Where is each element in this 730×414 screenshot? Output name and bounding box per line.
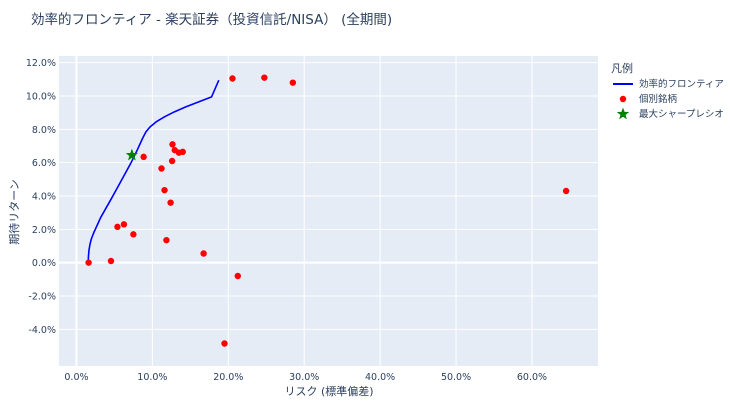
stock-point [200,250,207,257]
stock-point [261,74,268,81]
stock-point [229,75,236,82]
stock-point [161,186,168,194]
stock-point [234,272,241,280]
y-tick-label: -4.0% [28,325,56,336]
stock-point [221,340,228,347]
stock-point [85,259,92,266]
stock-point [163,236,170,244]
chart-title: 効率的フロンティア - 楽天証券（投資信託/NISA） (全期間) [31,11,392,28]
stock-point [107,257,115,265]
x-tick-label: 0.0% [64,372,88,383]
stock-point [140,153,147,161]
y-tick-label: 2.0% [32,225,56,236]
stock-point [169,141,176,148]
y-axis-title: 期待リターン [7,179,21,244]
y-tick-label: -2.0% [28,292,56,303]
x-tick-label: 50.0% [441,372,471,383]
stock-point [168,157,176,165]
stock-point [120,221,128,228]
y-tick-label: 8.0% [32,125,56,136]
y-tick-label: 0.0% [32,258,56,269]
y-tick-label: 4.0% [32,192,56,203]
legend-label: 効率的フロンティア [639,78,724,90]
frontier-line [87,79,220,262]
legend-circle-swatch [619,95,627,103]
x-tick-label: 10.0% [137,372,167,383]
stock-point [114,223,121,231]
x-tick-label: 30.0% [289,372,319,383]
x-tick-label: 40.0% [365,372,395,383]
legend-label: 最大シャープレシオ [639,108,724,120]
legend-star-swatch [616,107,630,120]
y-tick-label: 10.0% [26,92,56,103]
stock-point [562,187,570,195]
stock-point [167,199,174,206]
stock-point [289,79,297,86]
y-tick-label: 12.0% [26,58,56,69]
legend-title: 凡例 [611,61,633,75]
plot-area [59,56,598,366]
stock-point [130,231,137,238]
y-tick-label: 6.0% [32,158,56,169]
legend-label: 個別銘柄 [639,93,677,105]
max-sharpe-star [125,148,139,161]
x-axis-title: リスク (標準偏差) [284,384,373,398]
stock-point [179,148,186,156]
stock-point [158,165,165,172]
x-tick-label: 60.0% [517,372,547,383]
x-tick-label: 20.0% [213,372,243,383]
